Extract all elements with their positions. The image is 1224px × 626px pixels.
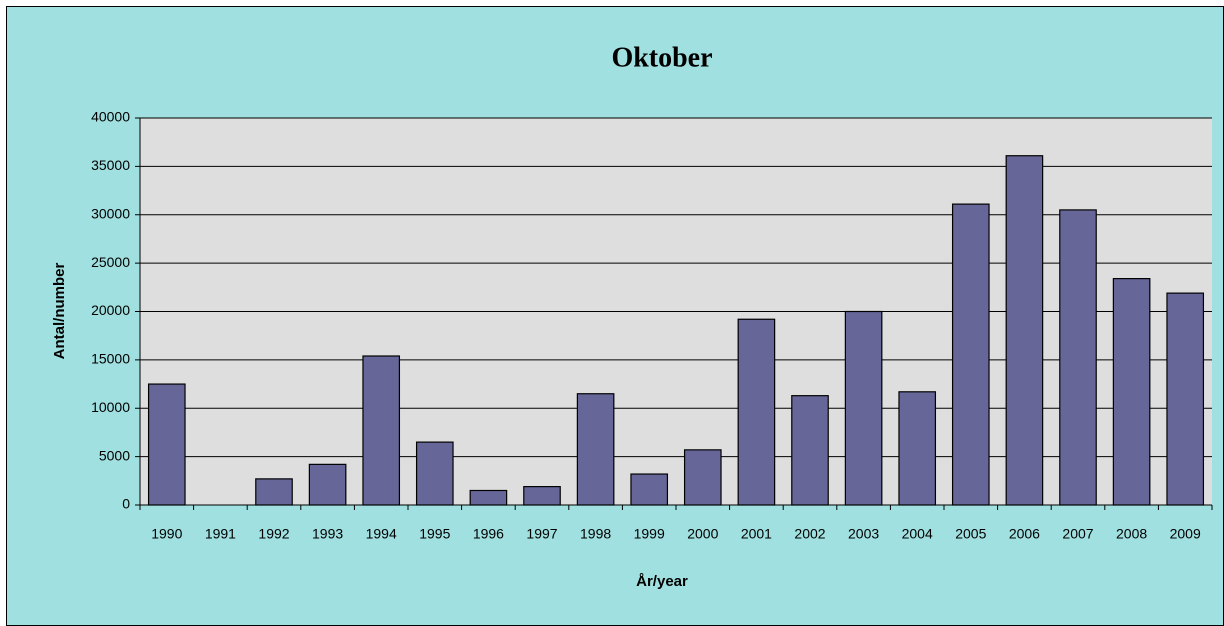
y-tick-label: 15000 <box>91 351 130 367</box>
chart-title: Oktober <box>611 42 712 73</box>
x-tick-label: 2006 <box>1009 526 1040 542</box>
y-tick-label: 10000 <box>91 399 130 415</box>
bar <box>630 473 669 506</box>
x-tick-label: 1992 <box>258 526 289 542</box>
y-tick-label: 35000 <box>91 157 130 173</box>
x-tick-label: 2001 <box>741 526 772 542</box>
y-tick-label: 5000 <box>99 447 130 463</box>
x-tick-label: 2008 <box>1116 526 1147 542</box>
x-tick-label: 2003 <box>848 526 879 542</box>
bar <box>898 391 937 506</box>
x-tick-label: 2007 <box>1062 526 1093 542</box>
bar <box>1059 209 1097 506</box>
x-tick-label: 2009 <box>1170 526 1201 542</box>
x-tick-label: 2004 <box>902 526 933 542</box>
y-tick-label: 25000 <box>91 254 130 270</box>
bar <box>737 318 776 506</box>
x-tick-label: 1997 <box>526 526 557 542</box>
bar <box>469 489 508 506</box>
x-tick-label: 1999 <box>634 526 665 542</box>
x-tick-label: 2000 <box>687 526 718 542</box>
bar <box>1112 278 1151 506</box>
x-tick-label: 2005 <box>955 526 986 542</box>
y-tick-label: 40000 <box>91 109 130 125</box>
x-tick-label: 2002 <box>794 526 825 542</box>
x-tick-label: 1990 <box>151 526 182 542</box>
bar <box>576 393 615 506</box>
bar <box>683 449 722 506</box>
x-tick-label: 1998 <box>580 526 611 542</box>
bar <box>415 441 454 506</box>
bar <box>147 383 186 506</box>
bar <box>791 395 829 506</box>
y-tick-label: 30000 <box>91 205 130 221</box>
y-axis-label: Antal/number <box>51 263 68 360</box>
bar <box>1005 155 1044 506</box>
bar <box>308 463 347 506</box>
bar <box>951 203 990 506</box>
y-tick-label: 0 <box>122 496 130 512</box>
bar <box>1166 292 1205 506</box>
bar <box>523 486 561 506</box>
y-tick-label: 20000 <box>91 302 130 318</box>
x-tick-label: 1995 <box>419 526 450 542</box>
x-tick-label: 1994 <box>366 526 397 542</box>
x-tick-label: 1993 <box>312 526 343 542</box>
x-axis-label: År/year <box>636 573 688 590</box>
bar <box>362 355 401 506</box>
bar <box>255 478 293 506</box>
bar <box>844 310 883 506</box>
x-tick-label: 1996 <box>473 526 504 542</box>
x-tick-label: 1991 <box>205 526 236 542</box>
